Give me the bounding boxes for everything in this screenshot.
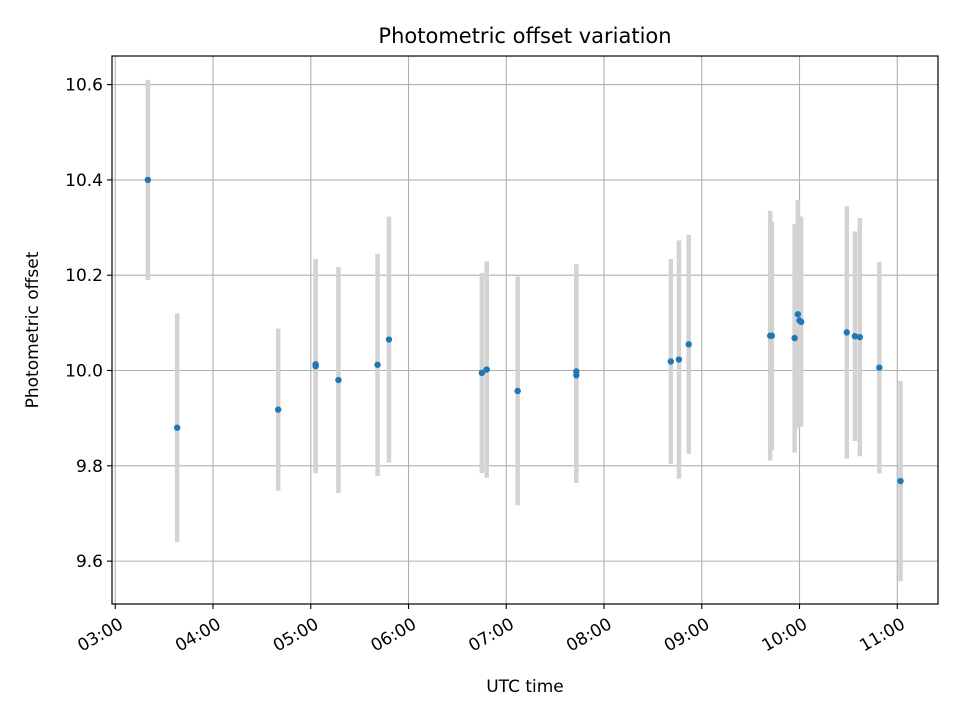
y-tick-label: 10.2 (65, 266, 103, 286)
data-point (274, 406, 282, 413)
data-point (685, 341, 692, 348)
data-point (173, 424, 181, 431)
data-point (483, 366, 490, 373)
y-tick-label: 9.6 (76, 552, 103, 572)
data-point (843, 329, 850, 336)
grid (112, 56, 938, 604)
data-point (374, 361, 381, 368)
y-tick-label: 10.6 (65, 76, 103, 96)
y-tick-label: 10.0 (65, 362, 103, 382)
data-point (478, 369, 486, 377)
data-point (385, 336, 393, 343)
y-axis-ticks: 9.6 9.8 10.0 10.2 10.4 10.6 (65, 76, 112, 572)
y-tick-label: 9.8 (76, 457, 103, 477)
data-point (667, 358, 675, 365)
y-tick-label: 10.4 (65, 171, 103, 191)
plot-frame (111, 55, 939, 605)
data-point (794, 311, 802, 318)
data-point (335, 376, 342, 384)
y-axis-label: Photometric offset (23, 251, 43, 408)
data-point (797, 318, 805, 326)
data-points (144, 176, 904, 485)
data-point (876, 364, 883, 371)
data-point (897, 477, 904, 485)
data-point (312, 363, 319, 370)
data-point (675, 356, 683, 363)
x-axis-label: UTC time (486, 677, 564, 697)
data-point (573, 368, 580, 375)
data-point (791, 334, 798, 342)
data-point (856, 333, 863, 341)
data-point (851, 332, 859, 340)
data-point (514, 387, 521, 395)
data-point (768, 332, 776, 339)
data-point (144, 176, 152, 184)
chart-title: Photometric offset variation (378, 24, 671, 48)
